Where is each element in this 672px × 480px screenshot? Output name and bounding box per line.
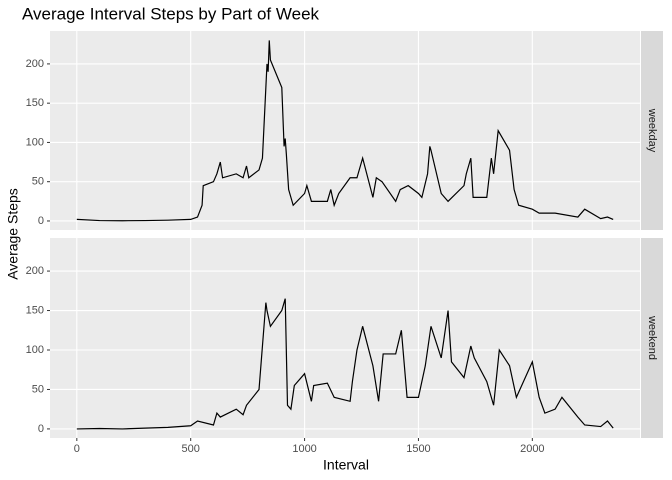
facet-strip: [641, 238, 663, 438]
x-tick-label: 1000: [292, 443, 316, 455]
y-tick-label: 0: [38, 423, 44, 435]
x-axis-label: Interval: [323, 457, 369, 473]
panel-background: [50, 31, 640, 230]
y-axis-label: Average Steps: [5, 188, 21, 280]
x-tick-label: 0: [74, 443, 80, 455]
y-tick-label: 0: [38, 215, 44, 227]
y-tick-label: 200: [26, 265, 44, 277]
facet-label: weekend: [646, 315, 658, 360]
y-tick-label: 200: [26, 58, 44, 70]
x-tick-label: 1500: [406, 443, 430, 455]
y-tick-label: 150: [26, 304, 44, 316]
x-tick-label: 2000: [520, 443, 544, 455]
y-tick-label: 50: [32, 383, 44, 395]
panel-background: [50, 238, 640, 438]
line: [76, 40, 614, 222]
line: [76, 298, 614, 430]
facet-label: weekday: [646, 108, 658, 153]
chart-title: Average Interval Steps by Part of Week: [22, 4, 320, 23]
y-tick-label: 100: [26, 344, 44, 356]
y-tick-label: 150: [26, 97, 44, 109]
x-tick-label: 500: [182, 443, 200, 455]
y-tick-label: 50: [32, 176, 44, 188]
y-tick-label: 100: [26, 136, 44, 148]
facet-strip: [641, 31, 663, 230]
